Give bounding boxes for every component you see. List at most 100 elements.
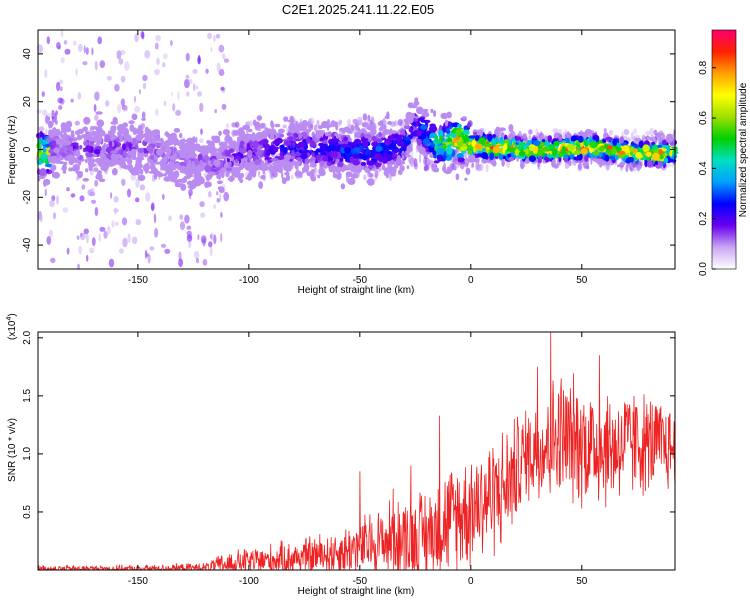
spectrogram-cell — [375, 145, 383, 152]
spectrogram-cell — [121, 178, 126, 186]
spectrogram-cell — [528, 155, 537, 162]
spectrogram-cell — [46, 236, 52, 245]
spectrogram-cell — [197, 153, 203, 162]
spectrogram-cell — [545, 140, 549, 149]
spectrogram-cell — [72, 165, 77, 172]
spectrogram-cell — [669, 151, 673, 157]
spectrogram-cell — [85, 152, 94, 158]
spectrogram-cell — [49, 200, 55, 208]
spectrogram-cell — [645, 130, 650, 137]
spectrogram-cell — [558, 153, 564, 158]
spectrogram-cell — [649, 137, 654, 142]
spectrogram-cell — [514, 148, 519, 156]
spectrogram-cell — [508, 156, 515, 162]
spectrogram-cell — [193, 85, 199, 90]
spectrogram-cell — [487, 133, 493, 142]
spectrogram-cell — [162, 173, 167, 177]
spectrogram-cell — [394, 134, 399, 139]
snr-multiplier: (x104) — [6, 313, 18, 340]
spectrogram-cell — [118, 248, 124, 254]
spectrogram-cell — [141, 117, 146, 121]
snr-multiplier-exponent: 4 — [6, 317, 13, 321]
spectrogram-cell — [436, 147, 445, 154]
spectrogram-cell — [91, 47, 94, 56]
spectrogram-cell — [563, 154, 569, 159]
spectrogram-cell — [89, 158, 96, 164]
spectrogram-cell — [63, 123, 69, 129]
spectrogram-cell — [377, 121, 383, 126]
spectrogram-cell — [580, 147, 588, 155]
spectrogram-cell — [76, 134, 82, 141]
colorbar-tick-label: 0.0 — [698, 262, 709, 276]
spectrogram-cell — [644, 135, 651, 140]
spectrogram-cell — [45, 137, 54, 142]
spectrogram-cell — [422, 138, 431, 145]
y-tick-label: 20 — [22, 96, 33, 108]
spectrogram-cell — [186, 91, 190, 97]
spectrogram-cell — [216, 197, 220, 203]
spectrogram-cell — [222, 129, 230, 136]
spectrogram-cell — [342, 164, 349, 171]
spectrogram-cell — [89, 187, 95, 196]
spectrogram-cell — [199, 102, 204, 113]
spectrogram-cell — [93, 167, 99, 172]
spectrogram-cell — [38, 126, 45, 132]
spectrogram-cell — [304, 158, 311, 165]
spectrogram-cell — [137, 147, 145, 154]
spectrogram-cell — [171, 162, 176, 170]
spectrogram-cell — [405, 118, 410, 127]
spectrogram-cell — [404, 154, 411, 158]
spectrogram-cell — [564, 162, 570, 169]
spectrogram-cell — [43, 179, 47, 187]
spectrogram-cell — [324, 124, 332, 128]
spectrogram-cell — [430, 108, 434, 113]
spectrogram-cell — [307, 121, 311, 129]
spectrogram-cell — [252, 140, 260, 149]
spectrogram-cell — [244, 163, 251, 171]
spectrogram-cell — [371, 141, 379, 147]
spectrogram-cell — [310, 175, 317, 182]
spectrogram-cell — [619, 136, 625, 144]
spectrogram-cell — [455, 141, 463, 148]
spectrogram-cell — [442, 154, 447, 159]
spectrogram-cell — [473, 131, 478, 137]
spectrogram-cell — [185, 74, 190, 79]
spectrogram-cell — [286, 132, 292, 137]
spectrogram-cell — [154, 142, 162, 147]
spectrogram-cell — [298, 132, 303, 140]
spectrogram-cell — [197, 234, 200, 241]
spectrogram-cell — [94, 206, 99, 217]
spectrogram-cell — [239, 140, 245, 149]
spectrogram-cell — [495, 126, 501, 135]
spectrogram-cell — [561, 145, 566, 152]
spectrogram-cell — [634, 144, 639, 149]
spectrogram-cell — [396, 138, 401, 143]
spectrogram-cell — [204, 181, 209, 189]
spectrogram-cell — [397, 169, 403, 175]
spectrogram-cell — [112, 158, 121, 165]
spectrogram-cell — [85, 145, 92, 152]
spectrogram-cell — [491, 160, 497, 167]
colorbar-tick-label: 0.8 — [698, 60, 709, 74]
spectrogram-cell — [350, 124, 354, 131]
spectrogram-cell — [216, 152, 222, 160]
y-tick-label: 1.5 — [22, 388, 33, 402]
spectrogram-cell — [86, 254, 89, 262]
spectrogram-cell — [217, 186, 224, 191]
spectrogram-cell — [491, 138, 497, 146]
spectrogram-cell — [512, 138, 516, 146]
spectrogram-cell — [508, 147, 517, 153]
spectrogram-cell — [79, 232, 86, 241]
spectrogram-cell — [462, 129, 470, 135]
spectrogram-cell — [289, 123, 296, 129]
spectrogram-cell — [401, 155, 405, 160]
spectrogram-cell — [45, 168, 50, 173]
spectrogram-cell — [435, 139, 442, 144]
spectrogram-cell — [654, 160, 659, 165]
spectrogram-cell — [595, 158, 604, 162]
spectrogram-cell — [642, 144, 650, 153]
spectrogram-cell — [294, 170, 303, 177]
spectrogram-cell — [50, 164, 57, 171]
spectrogram-cells — [35, 28, 679, 269]
spectrogram-cell — [618, 150, 626, 155]
